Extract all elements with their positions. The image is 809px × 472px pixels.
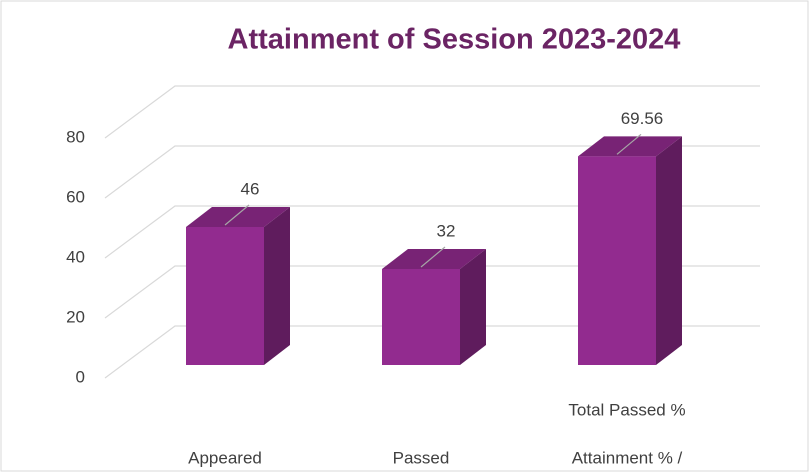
x-tick-label: Passed bbox=[393, 448, 450, 467]
data-label: 32 bbox=[437, 221, 456, 240]
bar-side bbox=[656, 136, 682, 365]
y-tick-label: 40 bbox=[66, 247, 85, 266]
grid-line bbox=[104, 265, 760, 319]
x-tick-label: Total Passed % bbox=[568, 400, 685, 419]
chart-title: Attainment of Session 2023-2024 bbox=[228, 24, 681, 56]
data-label: 69.56 bbox=[621, 109, 664, 128]
y-tick-label: 0 bbox=[76, 367, 85, 386]
bar-side bbox=[460, 249, 486, 365]
leader-line bbox=[224, 204, 250, 226]
grid-line bbox=[104, 145, 760, 199]
grid-line bbox=[104, 205, 760, 259]
bar-top bbox=[578, 136, 682, 157]
bar-side bbox=[264, 207, 290, 365]
bar-top bbox=[382, 249, 486, 269]
y-tick-label: 60 bbox=[66, 187, 85, 206]
x-tick-label: Attainment % / bbox=[572, 448, 683, 467]
leader-line bbox=[420, 246, 446, 268]
bar bbox=[382, 269, 460, 365]
bar bbox=[186, 227, 264, 365]
x-tick-label: Appeared bbox=[188, 448, 262, 467]
y-tick-label: 20 bbox=[66, 307, 85, 326]
leader-line bbox=[616, 133, 642, 155]
bar-top bbox=[186, 207, 290, 227]
grid-line bbox=[104, 85, 760, 139]
bar bbox=[578, 156, 656, 365]
grid-line bbox=[104, 325, 760, 379]
data-label: 46 bbox=[241, 179, 260, 198]
y-tick-label: 80 bbox=[66, 127, 85, 146]
